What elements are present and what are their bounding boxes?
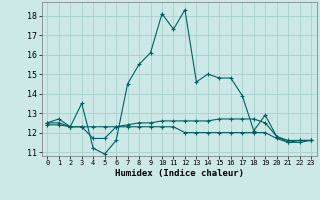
X-axis label: Humidex (Indice chaleur): Humidex (Indice chaleur) (115, 169, 244, 178)
